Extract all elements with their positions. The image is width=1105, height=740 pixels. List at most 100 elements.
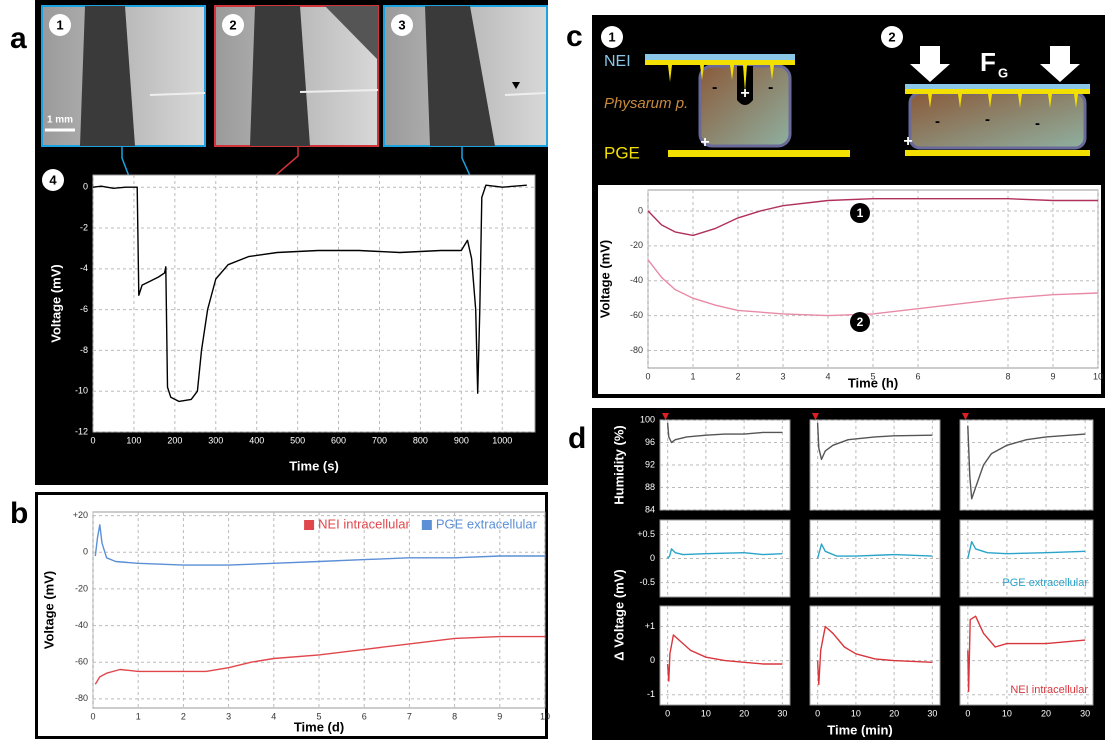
x-tick-label: 8 <box>452 711 457 721</box>
y-tick-label: -40 <box>75 620 88 630</box>
x-tick-label: 30 <box>927 708 937 718</box>
legend-swatch <box>421 520 432 530</box>
photo: 1 1 mm <box>41 5 206 147</box>
x-tick-label: 2 <box>735 371 740 381</box>
charge-sign: + <box>700 134 709 151</box>
y-tick-label: 100 <box>640 414 655 424</box>
diagram-number: 2 <box>888 29 895 44</box>
series-label: PGE extracellular <box>1002 577 1088 589</box>
x-tick-label: 6 <box>915 371 920 381</box>
x-tick-label: 1 <box>690 371 695 381</box>
y-tick-label: 84 <box>645 504 655 514</box>
x-tick-label: 900 <box>454 435 469 445</box>
legend-swatch <box>304 520 315 530</box>
x-tick-label: 4 <box>825 371 830 381</box>
y-tick-label: -8 <box>80 345 88 355</box>
plot-area <box>809 605 941 706</box>
legend-label: NEI intracellular <box>318 516 410 531</box>
diagram: 1 2 NEI Physarum p. PGE - - + + F G - - … <box>601 26 1090 162</box>
x-tick-label: 9 <box>497 711 502 721</box>
y-tick-label: -20 <box>75 583 88 593</box>
plot-area <box>647 189 1099 369</box>
data-line <box>666 422 783 444</box>
data-line <box>647 198 1098 237</box>
y-axis-label: Δ Voltage (mV) <box>611 569 626 660</box>
y-tick-label: -1 <box>647 689 655 699</box>
y-tick-label: -40 <box>630 275 643 285</box>
x-tick-label: 0 <box>90 711 95 721</box>
y-axis-label: Voltage (mV) <box>597 240 612 319</box>
x-tick-label: 0 <box>90 435 95 445</box>
data-line <box>94 635 545 685</box>
x-tick-label: 0 <box>665 708 670 718</box>
data-line <box>967 615 1086 692</box>
image-number: 3 <box>398 17 405 32</box>
x-axis-label: Time (s) <box>289 458 339 473</box>
plot-area <box>959 605 1094 706</box>
force-sub: G <box>998 65 1008 80</box>
charge-sign: - <box>712 79 717 96</box>
y-tick-label: 96 <box>645 437 655 447</box>
x-tick-label: 10 <box>540 711 550 721</box>
plot-area <box>659 605 791 706</box>
y-tick-label: -10 <box>75 386 88 396</box>
force-label: F <box>980 47 996 77</box>
charge-sign: + <box>740 85 749 102</box>
panel-letter: a <box>10 22 27 55</box>
x-tick-label: 3 <box>226 711 231 721</box>
x-tick-label: 100 <box>126 435 141 445</box>
x-tick-label: 6 <box>362 711 367 721</box>
y-tick-label: -80 <box>75 693 88 703</box>
plot-area <box>92 174 536 433</box>
data-line <box>92 184 527 403</box>
y-axis-label: Voltage (mV) <box>48 264 63 343</box>
x-tick-label: 10 <box>701 708 711 718</box>
y-tick-label: -80 <box>630 345 643 355</box>
data-line <box>816 625 933 686</box>
y-axis-label: Voltage (mV) <box>41 571 56 650</box>
panel-letter: c <box>566 20 583 53</box>
data-line <box>816 543 933 559</box>
y-tick-label: 88 <box>645 482 655 492</box>
legend-label: PGE extracellular <box>436 516 538 531</box>
x-axis-label: Time (h) <box>848 375 898 390</box>
data-line <box>667 548 783 559</box>
x-tick-label: 1 <box>136 711 141 721</box>
y-tick-label: 0 <box>83 182 88 192</box>
x-tick-label: 600 <box>331 435 346 445</box>
y-tick-label: -2 <box>80 222 88 232</box>
x-tick-label: 7 <box>407 711 412 721</box>
x-tick-label: 5 <box>316 711 321 721</box>
y-tick-label: -12 <box>75 426 88 436</box>
x-tick-label: 1000 <box>492 435 512 445</box>
data-line <box>967 541 1086 559</box>
x-tick-label: 2 <box>181 711 186 721</box>
x-tick-label: 300 <box>208 435 223 445</box>
x-tick-label: 10 <box>851 708 861 718</box>
x-tick-label: 20 <box>739 708 749 718</box>
x-axis-label: Time (min) <box>827 722 893 737</box>
nei-label: NEI <box>604 53 631 70</box>
panel-letter: b <box>10 497 28 530</box>
chart-number: 4 <box>49 172 57 187</box>
pge-label: PGE <box>604 143 640 162</box>
panel-letter: d <box>568 422 586 455</box>
y-tick-label: -60 <box>630 310 643 320</box>
x-tick-label: 10 <box>1002 708 1012 718</box>
photo: 3 <box>383 5 548 147</box>
data-line <box>647 259 1099 317</box>
organism-label: Physarum p. <box>604 95 688 112</box>
x-tick-label: 500 <box>290 435 305 445</box>
series-label: 2 <box>857 315 864 329</box>
y-tick-label: -6 <box>80 304 88 314</box>
data-line <box>94 524 545 566</box>
x-tick-label: 20 <box>1041 708 1051 718</box>
y-tick-label: 92 <box>645 459 655 469</box>
series-label: 1 <box>857 206 864 220</box>
x-tick-label: 200 <box>167 435 182 445</box>
diagram-number: 1 <box>608 29 615 44</box>
x-tick-label: 30 <box>777 708 787 718</box>
y-tick-label: 0 <box>638 205 643 215</box>
y-tick-label: +1 <box>645 621 655 631</box>
